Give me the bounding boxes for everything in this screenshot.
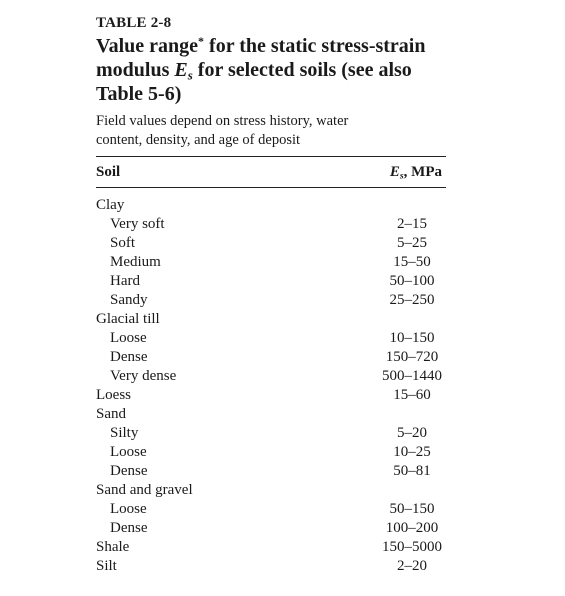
table-row: Soft 5–25 — [96, 234, 446, 253]
table-number: TABLE 2-8 — [96, 15, 172, 31]
soil-cell: Dense — [110, 349, 148, 365]
modulus-cell: 2–15 — [397, 216, 427, 232]
modulus-cell: 15–50 — [393, 254, 431, 270]
title-lead: Value range — [96, 35, 199, 57]
soil-cell: Loose — [110, 330, 147, 346]
soil-cell: Loose — [110, 501, 147, 517]
modulus-cell: 15–60 — [393, 387, 431, 403]
header-modulus: Es, MPa — [390, 164, 446, 181]
table-row: Clay — [96, 196, 446, 215]
modulus-cell: 2–20 — [397, 558, 427, 574]
modulus-cell: 50–81 — [393, 463, 431, 479]
table-row: Hard 50–100 — [96, 272, 446, 291]
soil-cell: Sand and gravel — [96, 482, 193, 498]
modulus-cell: 500–1440 — [382, 368, 442, 384]
soil-cell: Glacial till — [96, 311, 160, 327]
modulus-cell: 50–100 — [389, 273, 435, 289]
soil-cell: Silt — [96, 558, 117, 574]
title-symbol: E — [174, 59, 188, 81]
modulus-cell: 100–200 — [385, 520, 439, 536]
soil-cell: Sandy — [110, 292, 148, 308]
table-title: Value range* for the static stress-strai… — [96, 34, 444, 106]
soil-cell: Very dense — [110, 368, 177, 384]
soil-cell: Shale — [96, 539, 130, 555]
table-row: Silt 2–20 — [96, 557, 446, 576]
modulus-cell: 25–250 — [389, 292, 435, 308]
top-rule — [96, 156, 446, 157]
table-header: Soil Es, MPa — [96, 157, 446, 187]
header-soil: Soil — [96, 163, 121, 180]
table-row: Medium 15–50 — [96, 253, 446, 272]
title-mid: for the static stress-strain modulus — [96, 35, 426, 81]
modulus-cell: 5–20 — [397, 425, 427, 441]
table-row: Dense 150–720 — [96, 348, 446, 367]
soil-cell: Clay — [96, 197, 125, 213]
table-row: Glacial till — [96, 310, 446, 329]
soil-cell: Sand — [96, 406, 126, 422]
table-row: Very soft 2–15 — [96, 215, 446, 234]
soil-cell: Dense — [110, 463, 148, 479]
header-es-subscript: s — [399, 169, 404, 181]
table-row: Dense 100–200 — [96, 519, 446, 538]
soil-cell: Loose — [110, 444, 147, 460]
modulus-cell: 150–5000 — [382, 539, 442, 555]
soil-cell: Soft — [110, 235, 136, 251]
table-row: Shale 150–5000 — [96, 538, 446, 557]
modulus-cell: 5–25 — [397, 235, 427, 251]
table-body: Clay Very soft 2–15 Soft 5–25 Medium 15–50 Hard… — [96, 196, 446, 576]
header-es-symbol: E — [389, 163, 400, 180]
soil-cell: Dense — [110, 520, 148, 536]
table-row: Loess 15–60 — [96, 386, 446, 405]
soil-cell: Silty — [110, 425, 139, 441]
table-row: Loose 50–150 — [96, 500, 446, 519]
soil-cell: Medium — [110, 254, 161, 270]
soil-cell: Hard — [110, 273, 140, 289]
title-footnote-marker: * — [198, 33, 205, 48]
title-tail: for selected soils (see also Table 5-6) — [96, 59, 412, 105]
table-row: Loose 10–25 — [96, 443, 446, 462]
table-row: Sand and gravel — [96, 481, 446, 500]
header-es-unit: , MPa — [403, 163, 442, 180]
table-row: Sandy 25–250 — [96, 291, 446, 310]
modulus-cell: 150–720 — [385, 349, 439, 365]
table-note: Field values depend on stress history, w… — [96, 113, 349, 148]
table-row: Very dense 500–1440 — [96, 367, 446, 386]
modulus-cell: 10–150 — [389, 330, 435, 346]
table-row: Loose 10–150 — [96, 329, 446, 348]
table-row: Sand — [96, 405, 446, 424]
table-container: TABLE 2-8 Value range* for the static st… — [96, 14, 446, 576]
soil-cell: Loess — [96, 387, 131, 403]
soil-cell: Very soft — [110, 216, 165, 232]
modulus-cell: 10–25 — [393, 444, 431, 460]
table-row: Dense 50–81 — [96, 462, 446, 481]
modulus-cell: 50–150 — [389, 501, 435, 517]
title-subscript: s — [187, 67, 193, 83]
header-rule — [96, 187, 446, 188]
table-row: Silty 5–20 — [96, 424, 446, 443]
cut-off-footnote — [96, 589, 446, 596]
